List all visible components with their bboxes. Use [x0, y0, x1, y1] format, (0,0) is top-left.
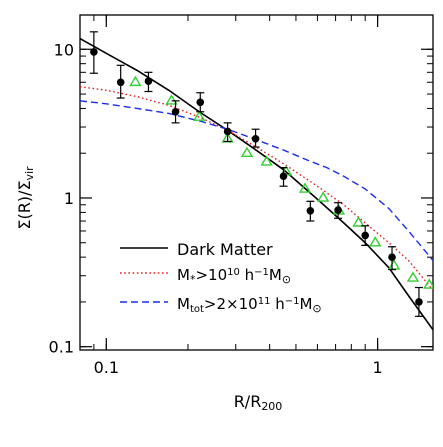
series-line-mtot	[80, 100, 433, 261]
data-point	[279, 172, 288, 181]
data-point	[196, 98, 205, 107]
x-axis-label: R/R200	[234, 392, 283, 413]
plot-frame	[79, 14, 434, 351]
triangle-marker	[387, 259, 401, 270]
data-point	[251, 135, 260, 143]
x-tick-label: 0.1	[94, 358, 119, 377]
data-point	[90, 48, 98, 56]
y-axis-label: Σ(R)/Σvir	[15, 166, 36, 230]
triangle-marker	[406, 271, 420, 282]
data-point	[116, 78, 125, 87]
triangle-marker	[260, 155, 273, 166]
series-line-mstar	[80, 86, 433, 291]
y-tick-label: 1	[64, 189, 74, 208]
data-point	[334, 206, 342, 214]
triangle-marker	[129, 75, 142, 87]
triangle-marker	[423, 278, 433, 289]
data-point	[223, 127, 232, 136]
triangle-marker	[240, 146, 254, 158]
triangle-marker	[352, 216, 365, 227]
y-tick-label: 10	[54, 40, 74, 59]
plot-area: 0.1 1 0.1 1 10	[49, 14, 434, 377]
data-point	[171, 107, 180, 116]
triangle-marker	[298, 182, 312, 193]
series-group	[80, 31, 433, 331]
triangle-marker	[165, 94, 178, 105]
legend-label-mtot: Mtot>2×1011 h−1M⊙	[177, 295, 322, 315]
data-point	[361, 231, 370, 240]
triangle-marker	[317, 191, 330, 202]
triangle-marker	[369, 236, 382, 247]
x-tick-label: 1	[373, 358, 383, 377]
data-point	[306, 206, 315, 215]
legend: Dark Matter M*>1010 h−1M⊙ Mtot>2×1011 h−…	[120, 240, 322, 315]
y-tick-label: 0.1	[49, 338, 74, 357]
triangle-marker	[193, 110, 206, 121]
data-point	[388, 253, 396, 261]
data-point	[415, 298, 423, 306]
legend-label-dark-matter: Dark Matter	[177, 240, 273, 259]
legend-label-mstar: M*>1010 h−1M⊙	[177, 266, 291, 286]
data-point	[144, 77, 153, 85]
